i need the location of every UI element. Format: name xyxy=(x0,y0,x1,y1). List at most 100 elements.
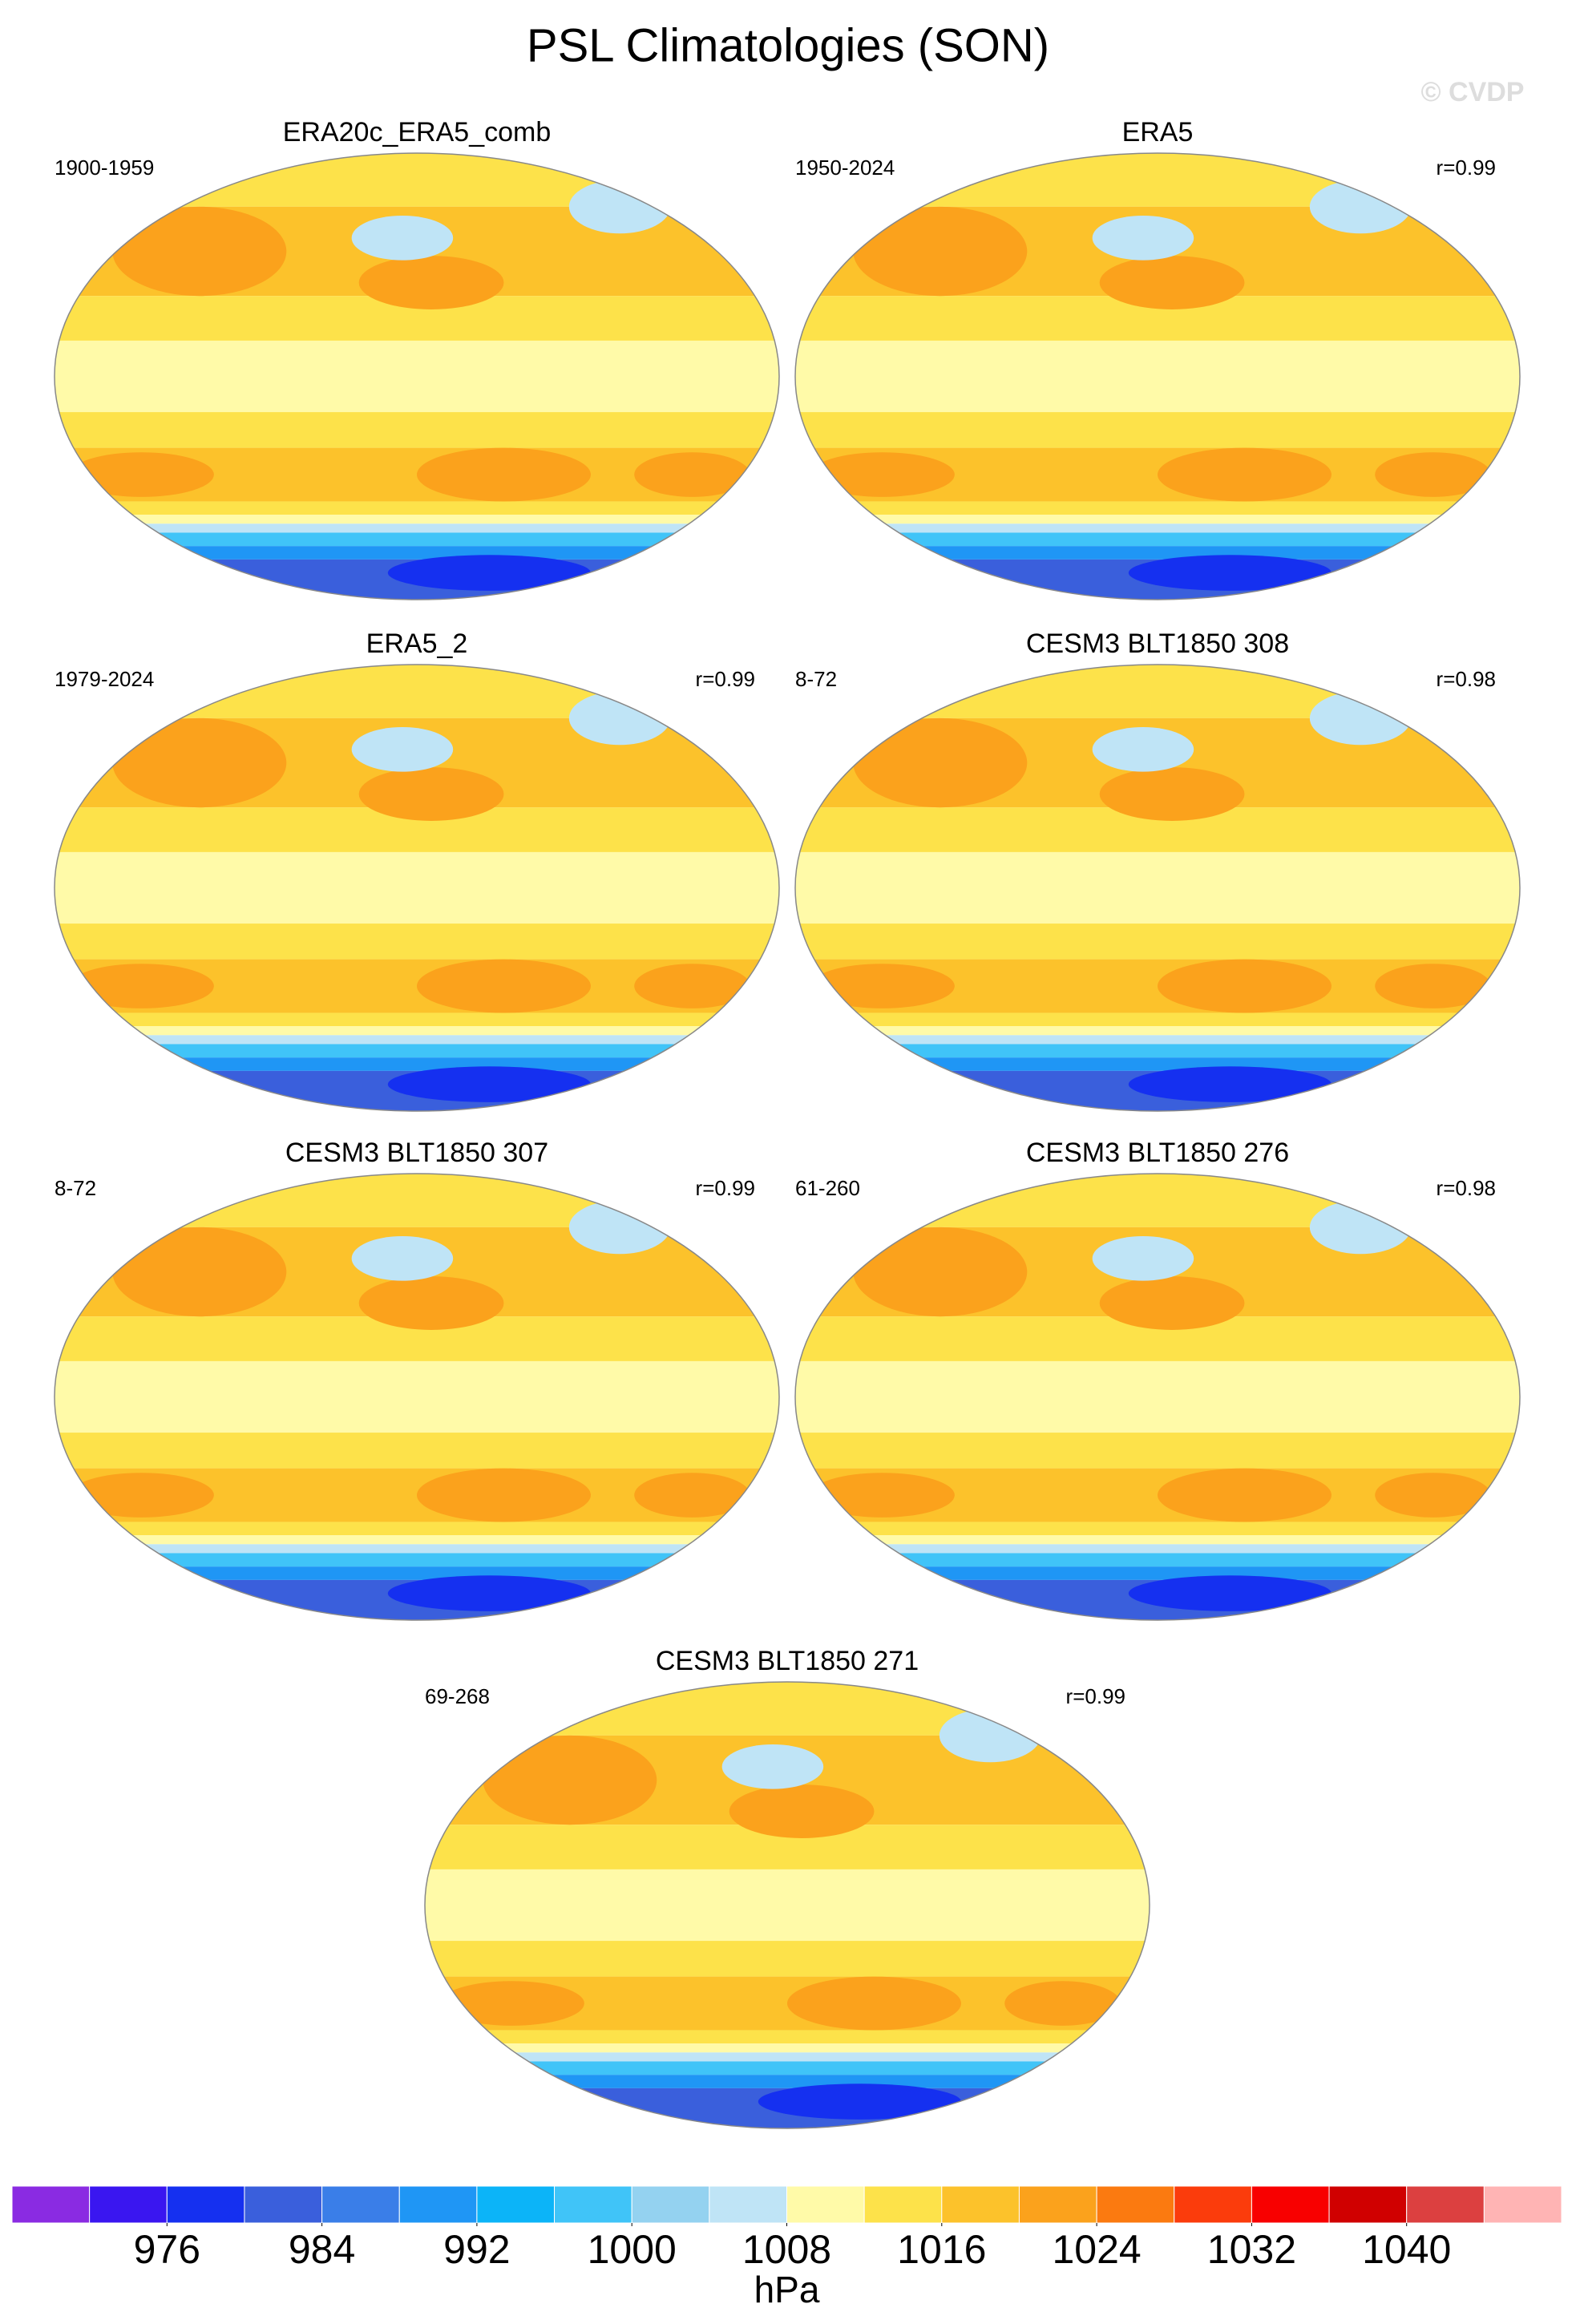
panel-title: ERA5 xyxy=(1122,117,1194,148)
blob xyxy=(853,717,1028,808)
panel-title: CESM3 BLT1850 307 xyxy=(285,1138,548,1168)
band xyxy=(55,1035,779,1045)
band xyxy=(55,1535,779,1545)
colorbar-box xyxy=(476,2185,556,2224)
band xyxy=(55,515,779,524)
panel-period: 1950-2024 xyxy=(795,156,895,180)
blob xyxy=(358,767,504,821)
band xyxy=(795,1522,1520,1536)
blob xyxy=(112,206,287,297)
blob xyxy=(439,1981,584,2026)
blob xyxy=(1375,964,1491,1008)
panel-period: 8-72 xyxy=(55,1176,96,1200)
band xyxy=(55,1360,779,1433)
blob xyxy=(729,1784,875,1838)
blob xyxy=(1099,256,1245,309)
blob xyxy=(387,555,591,591)
colorbar-box xyxy=(1018,2185,1097,2224)
panel-corr: r=0.99 xyxy=(696,667,755,691)
blob xyxy=(634,964,750,1008)
band xyxy=(795,412,1520,448)
band xyxy=(55,1057,779,1071)
colorbar-box xyxy=(941,2185,1020,2224)
blob xyxy=(351,215,454,261)
band xyxy=(425,1682,1150,1736)
blob xyxy=(1092,1235,1194,1281)
band xyxy=(55,1433,779,1469)
band xyxy=(795,1360,1520,1433)
blob xyxy=(351,726,454,772)
colorbar-box xyxy=(89,2185,168,2224)
colorbar-tick-label: 976 xyxy=(134,2227,200,2272)
blob xyxy=(351,1235,454,1281)
figure-title: PSL Climatologies (SON) xyxy=(527,19,1049,71)
map xyxy=(55,665,779,1111)
panel-corr: r=0.98 xyxy=(1437,667,1496,691)
map-outline xyxy=(794,1173,1521,1621)
colorbar-tick-label: 1032 xyxy=(1207,2227,1296,2272)
map xyxy=(795,1174,1520,1620)
band xyxy=(55,523,779,533)
blob xyxy=(1375,1473,1491,1518)
blob xyxy=(358,1276,504,1330)
blob xyxy=(69,1473,214,1518)
colorbar-box xyxy=(398,2185,478,2224)
colorbar-box xyxy=(1483,2185,1562,2224)
band xyxy=(795,665,1520,718)
band xyxy=(795,523,1520,533)
band xyxy=(55,412,779,448)
band xyxy=(55,1566,779,1580)
blob xyxy=(112,1227,287,1317)
panel-corr: r=0.99 xyxy=(696,1176,755,1200)
panel-title: CESM3 BLT1850 271 xyxy=(656,1646,919,1676)
panel-period: 8-72 xyxy=(795,667,837,691)
blob xyxy=(1128,1575,1332,1611)
colorbar-tick-label: 1016 xyxy=(897,2227,986,2272)
colorbar-box xyxy=(554,2185,632,2224)
map xyxy=(425,1682,1150,2128)
blob xyxy=(1004,1981,1121,2026)
band xyxy=(795,1566,1520,1580)
colorbar-box xyxy=(11,2185,91,2224)
colorbar-tick-label: 1040 xyxy=(1362,2227,1451,2272)
colorbar-tick-label: 1024 xyxy=(1052,2227,1141,2272)
band xyxy=(795,515,1520,524)
blob xyxy=(787,1976,961,2031)
band xyxy=(55,1026,779,1036)
blob xyxy=(387,1066,591,1102)
blob xyxy=(358,256,504,309)
blob xyxy=(1092,215,1194,261)
colorbar-box xyxy=(1406,2185,1485,2224)
colorbar-box xyxy=(321,2185,400,2224)
panel-title: ERA20c_ERA5_comb xyxy=(283,117,552,148)
panel-title: ERA5_2 xyxy=(366,628,468,659)
map-outline xyxy=(794,664,1521,1112)
band xyxy=(795,1535,1520,1545)
blob xyxy=(1128,1066,1332,1102)
blob xyxy=(1309,180,1412,234)
band xyxy=(55,1044,779,1058)
band xyxy=(55,1012,779,1027)
blob xyxy=(1375,452,1491,497)
band xyxy=(55,851,779,924)
band xyxy=(55,1522,779,1536)
colorbar-box xyxy=(1174,2185,1252,2224)
band xyxy=(795,1044,1520,1058)
map xyxy=(795,153,1520,600)
panel-period: 61-260 xyxy=(795,1176,860,1200)
band xyxy=(55,546,779,560)
panel-corr: r=0.98 xyxy=(1437,1176,1496,1200)
blob xyxy=(1099,767,1245,821)
blob xyxy=(853,1227,1028,1317)
map-outline xyxy=(54,1173,780,1621)
colorbar-tick-label: 992 xyxy=(443,2227,510,2272)
colorbar-tick-label: 984 xyxy=(289,2227,355,2272)
band xyxy=(795,1057,1520,1071)
panel-title: CESM3 BLT1850 276 xyxy=(1026,1138,1289,1168)
band xyxy=(425,2075,1150,2088)
map xyxy=(55,153,779,600)
panel-corr: r=0.99 xyxy=(1066,1684,1125,1708)
blob xyxy=(721,1744,824,1789)
colorbar-box xyxy=(166,2185,245,2224)
